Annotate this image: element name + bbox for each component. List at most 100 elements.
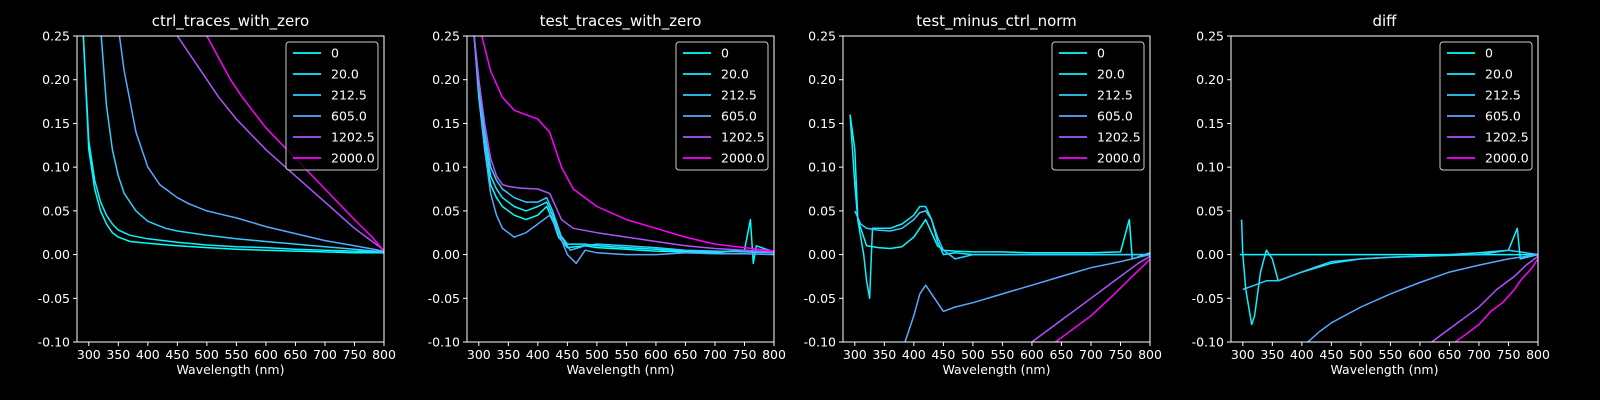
y-tick-label: 0.25 [42,29,70,44]
legend-label: 212.5 [1485,88,1521,103]
series-group [82,36,384,254]
chart-title: test_minus_ctrl_norm [916,12,1077,31]
legend-label: 20.0 [721,67,749,82]
series-line-1202.5 [473,36,774,253]
chart-title: ctrl_traces_with_zero [152,12,309,31]
legend-label: 1202.5 [331,130,375,145]
legend-label: 0 [1097,46,1105,61]
legend-label: 20.0 [1097,67,1125,82]
y-tick-label: -0.05 [804,291,836,306]
chart-panel-3: 300 350 400 450 500 550 600 650 700 750 800 -0.10 -0… [804,12,1162,377]
y-tick-label: 0.20 [1196,72,1224,87]
series-line-605.0 [473,36,774,265]
x-tick-label: 750 [1109,347,1133,362]
series-line-2000.0 [1055,258,1150,342]
legend: 0 20.0 212.5 605.0 1202.5 2000.0 [675,41,769,171]
legend-label: 2000.0 [1097,151,1141,166]
x-tick-label: 550 [224,347,248,362]
series-line-0 [849,114,1150,260]
x-tick-label: 500 [1349,347,1373,362]
series-line-20.0 [82,36,384,253]
legend-label: 212.5 [1097,88,1133,103]
x-tick-label: 450 [165,347,189,362]
x-tick-label: 300 [467,347,491,362]
series-line-1202.5 [1031,255,1150,342]
x-tick-label: 750 [343,347,367,362]
legend-label: 1202.5 [1485,130,1529,145]
x-tick-label: 700 [703,347,727,362]
legend-label: 0 [721,46,729,61]
y-tick-label: 0.05 [432,203,460,218]
x-tick-label: 600 [254,347,278,362]
series-line-20.0 [473,36,774,254]
y-tick-label: -0.10 [804,335,836,350]
legend: 0 20.0 212.5 605.0 1202.5 2000.0 [1439,41,1533,171]
x-tick-label: 550 [1378,347,1402,362]
y-tick-label: 0.10 [808,160,836,175]
axes-frame [1230,35,1539,343]
x-axis-label: Wavelength (nm) [567,362,675,377]
x-tick-label: 450 [1319,347,1343,362]
y-tick-label: 0.20 [808,72,836,87]
series-line-605.0 [118,36,384,252]
legend-label: 2000.0 [331,151,375,166]
x-tick-label: 500 [585,347,609,362]
legend-label: 2000.0 [1485,151,1529,166]
series-line-2000.0 [206,36,384,252]
x-tick-label: 800 [372,347,396,362]
x-axis-label: Wavelength (nm) [177,362,285,377]
y-tick-label: -0.05 [38,291,70,306]
series-line-1202.5 [1431,255,1538,342]
x-tick-label: 650 [1050,347,1074,362]
x-tick-label: 750 [1497,347,1521,362]
legend-label: 1202.5 [1097,130,1141,145]
x-tick-label: 600 [1408,347,1432,362]
y-tick-label: 0.15 [808,116,836,131]
y-tick-label: 0.10 [1196,160,1224,175]
legend-label: 0 [1485,46,1493,61]
series-line-2000.0 [1454,258,1538,342]
series-line-212.5 [473,36,774,254]
x-tick-label: 750 [733,347,757,362]
x-tick-label: 800 [1526,347,1550,362]
x-tick-label: 450 [555,347,579,362]
y-tick-label: 0.20 [432,72,460,87]
y-tick-label: 0.00 [808,247,836,262]
legend-label: 605.0 [1097,109,1133,124]
x-tick-label: 300 [1231,347,1255,362]
y-tick-label: 0.10 [432,160,460,175]
x-tick-label: 400 [902,347,926,362]
y-tick-label: -0.05 [1192,291,1224,306]
series-line-0 [82,36,384,254]
legend: 0 20.0 212.5 605.0 1202.5 2000.0 [285,41,379,171]
x-tick-label: 400 [526,347,550,362]
x-tick-label: 350 [872,347,896,362]
y-tick-label: 0.05 [808,203,836,218]
x-tick-label: 300 [843,347,867,362]
series-line-1202.5 [176,36,384,251]
x-tick-label: 350 [496,347,520,362]
y-tick-label: 0.10 [42,160,70,175]
y-tick-label: 0.25 [808,29,836,44]
y-tick-label: 0.15 [42,116,70,131]
x-tick-label: 500 [961,347,985,362]
chart-title: test_traces_with_zero [540,12,702,31]
x-tick-label: 700 [1079,347,1103,362]
series-group [849,114,1150,342]
x-tick-label: 650 [284,347,308,362]
legend-label: 1202.5 [721,130,765,145]
series-line-2000.0 [481,36,774,252]
series-group [473,36,774,265]
y-tick-label: 0.25 [1196,29,1224,44]
x-tick-label: 500 [195,347,219,362]
x-tick-label: 650 [674,347,698,362]
y-tick-label: -0.10 [38,335,70,350]
legend-label: 212.5 [331,88,367,103]
x-axis-label: Wavelength (nm) [1331,362,1439,377]
legend-label: 20.0 [331,67,359,82]
series-group [1239,219,1538,342]
x-tick-label: 600 [1020,347,1044,362]
x-axis-label: Wavelength (nm) [943,362,1051,377]
series-line-212.5 [1242,249,1538,291]
x-tick-label: 600 [644,347,668,362]
